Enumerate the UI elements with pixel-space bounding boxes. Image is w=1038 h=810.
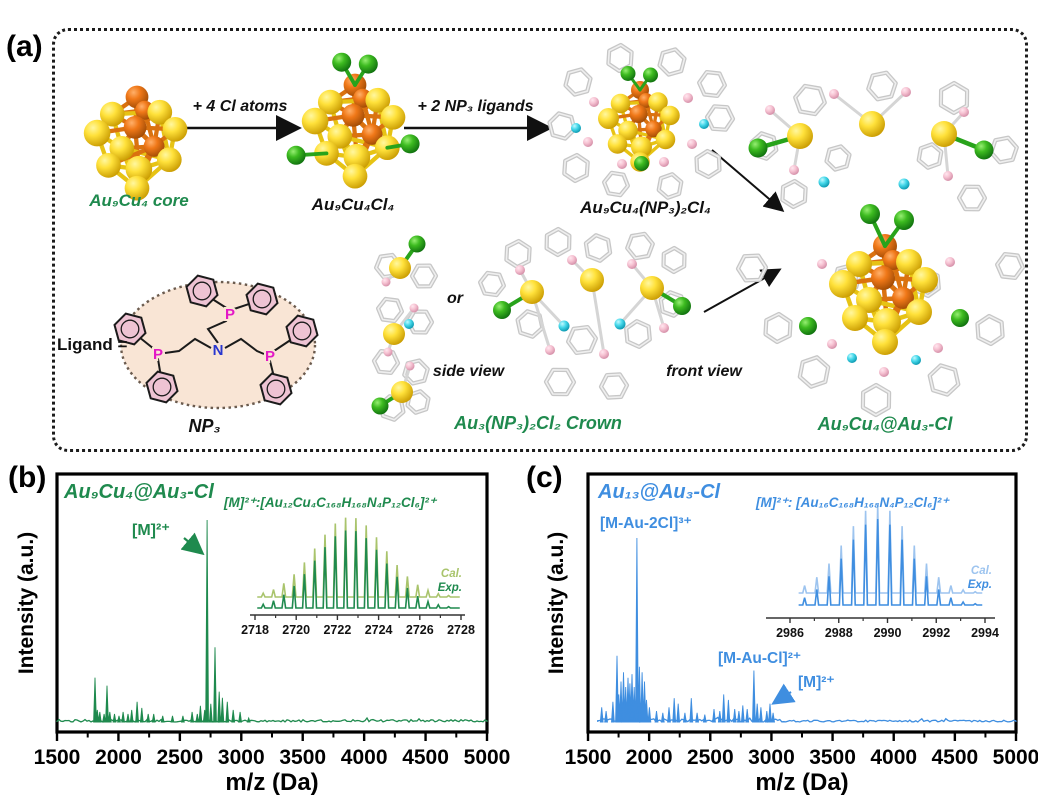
- ligand-prefix-label: Ligand =: [57, 335, 128, 354]
- x-tick-label: 3000: [218, 746, 265, 769]
- panel-b-letter: (b): [8, 461, 47, 494]
- peak-label-m2plus-c: [M]²⁺: [798, 674, 835, 691]
- x-tick-label: 3000: [748, 746, 795, 769]
- x-tick-label: 4500: [402, 746, 449, 769]
- inset-cal-trace: [798, 504, 983, 594]
- x-tick-label: 5000: [993, 746, 1038, 769]
- spectrum-b-title: Au₉Cu₄@Au₃-Cl: [63, 481, 214, 503]
- inset-tick-label: 2994: [971, 626, 999, 640]
- inset-tick-label: 2992: [922, 626, 950, 640]
- panel-a-dashed-border: [52, 28, 1028, 452]
- x-tick-label: 4000: [341, 746, 388, 769]
- au3-crown-side-view: [371, 235, 439, 422]
- x-tick-label: 2500: [687, 746, 734, 769]
- reaction-step1-label: + 4 Cl atoms: [192, 98, 288, 115]
- cal-legend-b: Cal.: [441, 568, 462, 580]
- au9cu4np32cl4-structure: [547, 42, 736, 200]
- peak-label-m-au-cl: [M-Au-Cl]²⁺: [718, 650, 801, 667]
- product-caption: Au₉Cu₄@Au₃-Cl: [817, 414, 953, 434]
- plot-frame-b: [55, 472, 489, 734]
- inset-tick-label: 2718: [241, 623, 269, 637]
- inset-tick-label: 2726: [406, 623, 434, 637]
- panel-c-letter: (c): [526, 461, 563, 494]
- reaction-step2-label: + 2 NP₃ ligands: [417, 98, 534, 115]
- peak-label-m-au-2cl: [M-Au-2Cl]³⁺: [600, 515, 692, 532]
- inset-tick-label: 2986: [776, 626, 804, 640]
- cl4-caption: Au₉Cu₄Cl₄: [311, 195, 395, 214]
- x-tick-label: 3500: [809, 746, 856, 769]
- phosphorus-label-right: P: [265, 348, 275, 365]
- isotope-inset: 2718 2720 2722 2724 2726 2728: [241, 517, 475, 637]
- exp-legend-b: Exp.: [438, 582, 462, 594]
- inset-tick-label: 2728: [447, 623, 475, 637]
- inset-formula-c: [M]²⁺: [Au₁₆C₁₆₈H₁₆₈N₄P₁₂Cl₆]²⁺: [755, 495, 950, 510]
- y-axis-label-b: Intensity (a.u.): [15, 532, 38, 674]
- crown-caption: Au₃(NP₃)₂Cl₂ Crown: [454, 413, 622, 433]
- or-label: or: [447, 290, 463, 307]
- au9cu4-at-au3cl-structure: [735, 70, 1026, 418]
- panel-a-scheme: P P P N: [83, 42, 1026, 422]
- panel-a-letter: (a): [6, 30, 43, 63]
- x-tick-label: 4500: [931, 746, 978, 769]
- inset-tick-label: 2724: [365, 623, 393, 637]
- ligand-name-label: NP₃: [188, 416, 221, 436]
- x-axis-label-b: m/z (Da): [225, 769, 318, 796]
- nitrogen-label: N: [213, 342, 224, 359]
- cal-legend-c: Cal.: [971, 565, 992, 577]
- spectrum-c-title: Au₁₃@Au₃-Cl: [597, 481, 721, 503]
- phosphorus-label-left: P: [153, 346, 163, 363]
- inset-cal-trace: [257, 517, 460, 598]
- peak-label-m2plus-b: [M]²⁺: [132, 522, 170, 539]
- y-axis-label-c: Intensity (a.u.): [545, 532, 568, 674]
- x-tick-label: 5000: [464, 746, 511, 769]
- mass-spectrum-panel-c: 1500 2000 2500 3000 3500 4000 4500 5000 2986 2988…: [545, 472, 1038, 796]
- spectrum-trace: [597, 537, 1017, 723]
- spectrum-trace: [56, 519, 488, 723]
- inset-tick-label: 2720: [282, 623, 310, 637]
- phosphorus-label-top: P: [225, 306, 235, 323]
- reaction-arrows: [180, 115, 785, 313]
- inset-formula-b: [M]²⁺:[Au₁₂Cu₄C₁₆₈H₁₆₈N₄P₁₂Cl₆]²⁺: [223, 495, 438, 510]
- plot-frame-c: [586, 472, 1018, 734]
- inset-exp-trace: [798, 518, 983, 606]
- au9cu4-core-structure: [83, 85, 188, 201]
- x-tick-label: 3500: [279, 746, 326, 769]
- inset-tick-label: 2722: [323, 623, 351, 637]
- x-axis-ticks: 1500 2000 2500 3000 3500 4000 4500 5000: [565, 732, 1038, 769]
- x-tick-label: 1500: [565, 746, 612, 769]
- side-view-label: side view: [432, 363, 505, 380]
- np3-ligand-structure: [113, 274, 319, 410]
- au9cu4cl4-structure: [286, 52, 420, 189]
- core-caption: Au₉Cu₄ core: [89, 191, 189, 210]
- exp-legend-c: Exp.: [968, 579, 992, 591]
- x-tick-label: 4000: [870, 746, 917, 769]
- x-axis-label-c: m/z (Da): [755, 769, 848, 796]
- inset-tick-label: 2988: [825, 626, 853, 640]
- x-tick-label: 2000: [95, 746, 142, 769]
- x-tick-label: 2000: [626, 746, 673, 769]
- front-view-label: front view: [666, 363, 742, 380]
- inset-tick-label: 2990: [874, 626, 902, 640]
- inset-exp-trace: [257, 530, 460, 609]
- np3cl4-caption: Au₉Cu₄(NP₃)₂Cl₄: [580, 198, 711, 217]
- x-tick-label: 1500: [34, 746, 81, 769]
- x-tick-label: 2500: [156, 746, 203, 769]
- isotope-inset: 2986 2988 2990 2992 2994: [766, 504, 999, 640]
- au3-crown-front-view: [478, 226, 691, 400]
- mass-spectrum-panel-b: 1500 2000 2500 3000 3500 4000 4500 5000 2718 2720…: [15, 472, 511, 796]
- x-axis-ticks: 1500 2000 2500 3000 3500 4000 4500 5000: [34, 732, 511, 769]
